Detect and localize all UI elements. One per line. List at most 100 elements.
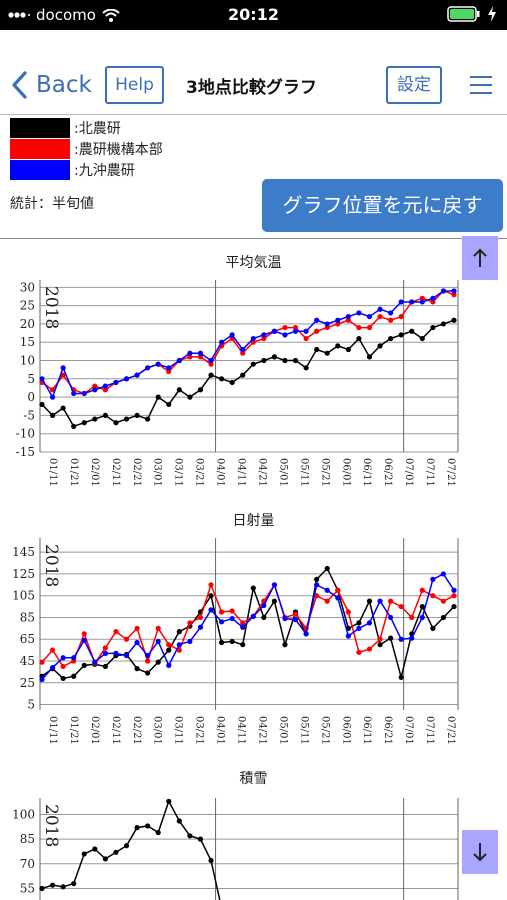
data-point [155, 361, 161, 367]
data-point [250, 585, 256, 591]
scroll-down-button[interactable] [462, 830, 498, 874]
data-point [155, 638, 161, 645]
data-point [145, 823, 151, 829]
data-point [49, 882, 56, 888]
data-point [49, 394, 56, 400]
data-point [440, 571, 447, 577]
series-line-1 [41, 290, 455, 395]
data-point [92, 659, 98, 665]
data-point [430, 576, 436, 582]
temperature-chart[interactable]: -15 -10 -5 0 5 10 15 20 25 30 2018 01/11 01/21 02/01 0… [0, 272, 507, 504]
data-point [229, 638, 235, 645]
x-tick-label: 04/11 [236, 716, 247, 745]
data-point [356, 324, 362, 331]
chart-title-temperature: 平均気温 [225, 255, 282, 271]
data-point [208, 582, 214, 588]
data-point [176, 357, 182, 364]
legend-item: :九沖農研 [10, 160, 135, 180]
data-point [440, 614, 447, 621]
data-point [377, 306, 383, 312]
x-tick-label: 06/21 [382, 716, 393, 745]
data-point [292, 357, 299, 364]
y-tick-label: 25 [20, 299, 35, 313]
data-point [261, 332, 267, 338]
data-point [314, 582, 320, 588]
data-point [229, 332, 235, 338]
snow-depth-chart[interactable]: 55 70 85 100 2018 [0, 790, 507, 900]
x-tick-label: 05/01 [277, 458, 288, 487]
data-point [388, 335, 394, 342]
data-point [366, 598, 373, 604]
y-tick-label: 15 [20, 335, 35, 349]
data-point [240, 350, 246, 356]
y-tick-label: -15 [16, 445, 35, 459]
data-point [81, 637, 87, 643]
scroll-up-button[interactable] [462, 236, 498, 280]
data-point [81, 420, 87, 426]
data-point [366, 646, 373, 652]
data-point [324, 324, 330, 331]
data-point [271, 582, 278, 588]
data-point [187, 394, 193, 400]
y-tick-label: 0 [27, 390, 35, 404]
year-label: 2018 [41, 544, 61, 587]
data-point [451, 593, 457, 599]
data-point [60, 405, 66, 411]
data-point [60, 675, 66, 682]
y-tick-label: 45 [20, 654, 35, 668]
x-tick-label: 01/21 [68, 458, 79, 487]
data-point [430, 593, 436, 599]
data-point [134, 625, 140, 631]
legend-swatch-blue [10, 160, 70, 180]
data-point [335, 321, 341, 327]
data-point [176, 629, 182, 635]
legend-label: :九沖農研 [74, 163, 135, 179]
data-point [113, 849, 119, 855]
data-point [250, 613, 256, 619]
x-tick-label: 03/01 [152, 458, 163, 487]
data-point [335, 343, 341, 349]
y-tick-label: 100 [12, 807, 35, 821]
data-point [324, 598, 330, 604]
data-point [356, 310, 362, 316]
data-point [49, 412, 56, 419]
solar-radiation-chart[interactable]: 5 25 45 65 85 105 125 145 2018 01/11 01/21 02/01 02/… [0, 530, 507, 762]
x-tick-label: 02/01 [89, 716, 100, 745]
settings-button[interactable]: 設定 [386, 66, 442, 104]
data-point [377, 343, 383, 349]
data-point [102, 412, 108, 419]
charging-icon [488, 6, 496, 22]
data-point [303, 328, 309, 334]
data-point [324, 565, 330, 572]
x-tick-label: 01/21 [68, 716, 79, 745]
legend-swatch-black [10, 118, 70, 138]
series-line-2 [41, 290, 454, 399]
year-label: 2018 [41, 804, 61, 847]
data-point [197, 614, 204, 621]
data-point [419, 603, 425, 610]
data-point [356, 620, 362, 626]
data-point [398, 603, 404, 610]
data-point [155, 625, 161, 631]
x-tick-label: 07/11 [424, 458, 435, 487]
data-point [49, 387, 56, 393]
series-line-1 [41, 582, 455, 668]
data-point [197, 387, 204, 393]
data-point [197, 354, 204, 360]
data-point [208, 857, 214, 864]
data-point [303, 335, 309, 342]
data-point [187, 638, 193, 645]
data-point [49, 647, 56, 653]
data-point [123, 376, 130, 382]
wifi-icon [102, 8, 120, 22]
data-point [388, 598, 394, 604]
hamburger-menu-icon[interactable] [470, 76, 492, 94]
back-button[interactable]: Back [10, 70, 92, 100]
data-point [261, 614, 267, 621]
help-button[interactable]: Help [105, 66, 164, 104]
data-point [261, 335, 267, 342]
chart-title-solar: 日射量 [232, 513, 275, 529]
data-point [419, 335, 425, 342]
reset-graph-position-button[interactable]: グラフ位置を元に戻す [262, 179, 503, 232]
data-point [123, 843, 130, 849]
